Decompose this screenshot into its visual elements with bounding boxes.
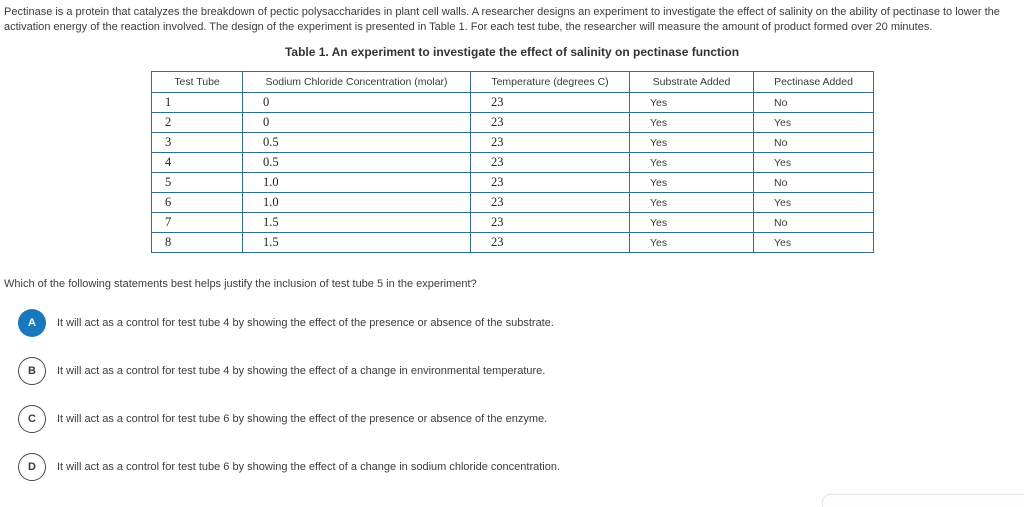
table-cell: Yes — [629, 232, 754, 253]
table-cell: 23 — [470, 232, 630, 253]
table-title: Table 1. An experiment to investigate th… — [284, 45, 740, 59]
table-cell: 4 — [151, 152, 243, 173]
table-column-header: Pectinase Added — [753, 71, 874, 93]
option-text: It will act as a control for test tube 4… — [57, 317, 554, 329]
table-cell: 1 — [151, 92, 243, 113]
passage-text: Pectinase is a protein that catalyzes th… — [4, 6, 1000, 33]
answer-option-c[interactable]: C It will act as a control for test tube … — [18, 405, 918, 433]
options-list: A It will act as a control for test tube … — [18, 309, 918, 501]
table-cell: Yes — [629, 152, 754, 173]
option-letter-badge[interactable]: A — [18, 309, 46, 337]
answer-option-d[interactable]: D It will act as a control for test tube … — [18, 453, 918, 481]
table-cell: No — [753, 172, 874, 193]
table-cell: 6 — [151, 192, 243, 213]
table-cell: 0 — [242, 92, 471, 113]
table-cell: 1.0 — [242, 172, 471, 193]
table-row: 6 1.0 23 Yes Yes — [151, 192, 874, 213]
table-cell: Yes — [629, 212, 754, 233]
table-cell: 23 — [470, 112, 630, 133]
table-cell: 23 — [470, 172, 630, 193]
option-text: It will act as a control for test tube 6… — [57, 461, 561, 473]
table-row: 8 1.5 23 Yes Yes — [151, 232, 874, 253]
table-cell: 0 — [242, 112, 471, 133]
table-cell: Yes — [753, 112, 874, 133]
table-cell: 2 — [151, 112, 243, 133]
table-cell: 1.5 — [242, 232, 471, 253]
table-column-header: Substrate Added — [629, 71, 754, 93]
answer-option-a[interactable]: A It will act as a control for test tube … — [18, 309, 918, 337]
table-cell: 23 — [470, 192, 630, 213]
table-cell: 23 — [470, 152, 630, 173]
table-cell: 0.5 — [242, 152, 471, 173]
table-column-header: Test Tube — [151, 71, 243, 93]
table-cell: 1.5 — [242, 212, 471, 233]
table-cell: 5 — [151, 172, 243, 193]
question-text: Which of the following statements best h… — [4, 278, 477, 290]
table-row: 5 1.0 23 Yes No — [151, 172, 874, 193]
table-cell: Yes — [753, 152, 874, 173]
table-column-header: Sodium Chloride Concentration (molar) — [242, 71, 471, 93]
table-cell: 0.5 — [242, 132, 471, 153]
table-cell: Yes — [629, 92, 754, 113]
table-cell: 7 — [151, 212, 243, 233]
experiment-table: Test Tube Sodium Chloride Concentration (… — [151, 71, 874, 253]
table-cell: No — [753, 132, 874, 153]
table-cell: Yes — [629, 172, 754, 193]
option-text: It will act as a control for test tube 6… — [57, 413, 548, 425]
table-row: 4 0.5 23 Yes Yes — [151, 152, 874, 173]
table-row: 7 1.5 23 Yes No — [151, 212, 874, 233]
table-cell: Yes — [753, 192, 874, 213]
table-cell: No — [753, 212, 874, 233]
option-letter-badge[interactable]: B — [18, 357, 46, 385]
table-cell: 8 — [151, 232, 243, 253]
table-cell: No — [753, 92, 874, 113]
table-cell: 3 — [151, 132, 243, 153]
table-cell: Yes — [753, 232, 874, 253]
answer-option-b[interactable]: B It will act as a control for test tube … — [18, 357, 918, 385]
table-cell: Yes — [629, 192, 754, 213]
table-cell: 23 — [470, 212, 630, 233]
option-text: It will act as a control for test tube 4… — [57, 365, 546, 377]
table-column-header: Temperature (degrees C) — [470, 71, 630, 93]
table-body: 1 0 23 Yes No 2 0 23 Yes Yes 3 0.5 23 Yes No 4 0.5 23 Yes Y… — [151, 92, 874, 253]
table-cell: 23 — [470, 132, 630, 153]
table-cell: Yes — [629, 132, 754, 153]
table-header-row: Test Tube Sodium Chloride Concentration (… — [151, 71, 874, 93]
option-letter-badge[interactable]: D — [18, 453, 46, 481]
table-row: 3 0.5 23 Yes No — [151, 132, 874, 153]
table-cell: 23 — [470, 92, 630, 113]
table-row: 2 0 23 Yes Yes — [151, 112, 874, 133]
table-cell: 1.0 — [242, 192, 471, 213]
option-letter-badge[interactable]: C — [18, 405, 46, 433]
table-cell: Yes — [629, 112, 754, 133]
table-row: 1 0 23 Yes No — [151, 92, 874, 113]
bottom-right-card[interactable] — [822, 494, 1024, 507]
